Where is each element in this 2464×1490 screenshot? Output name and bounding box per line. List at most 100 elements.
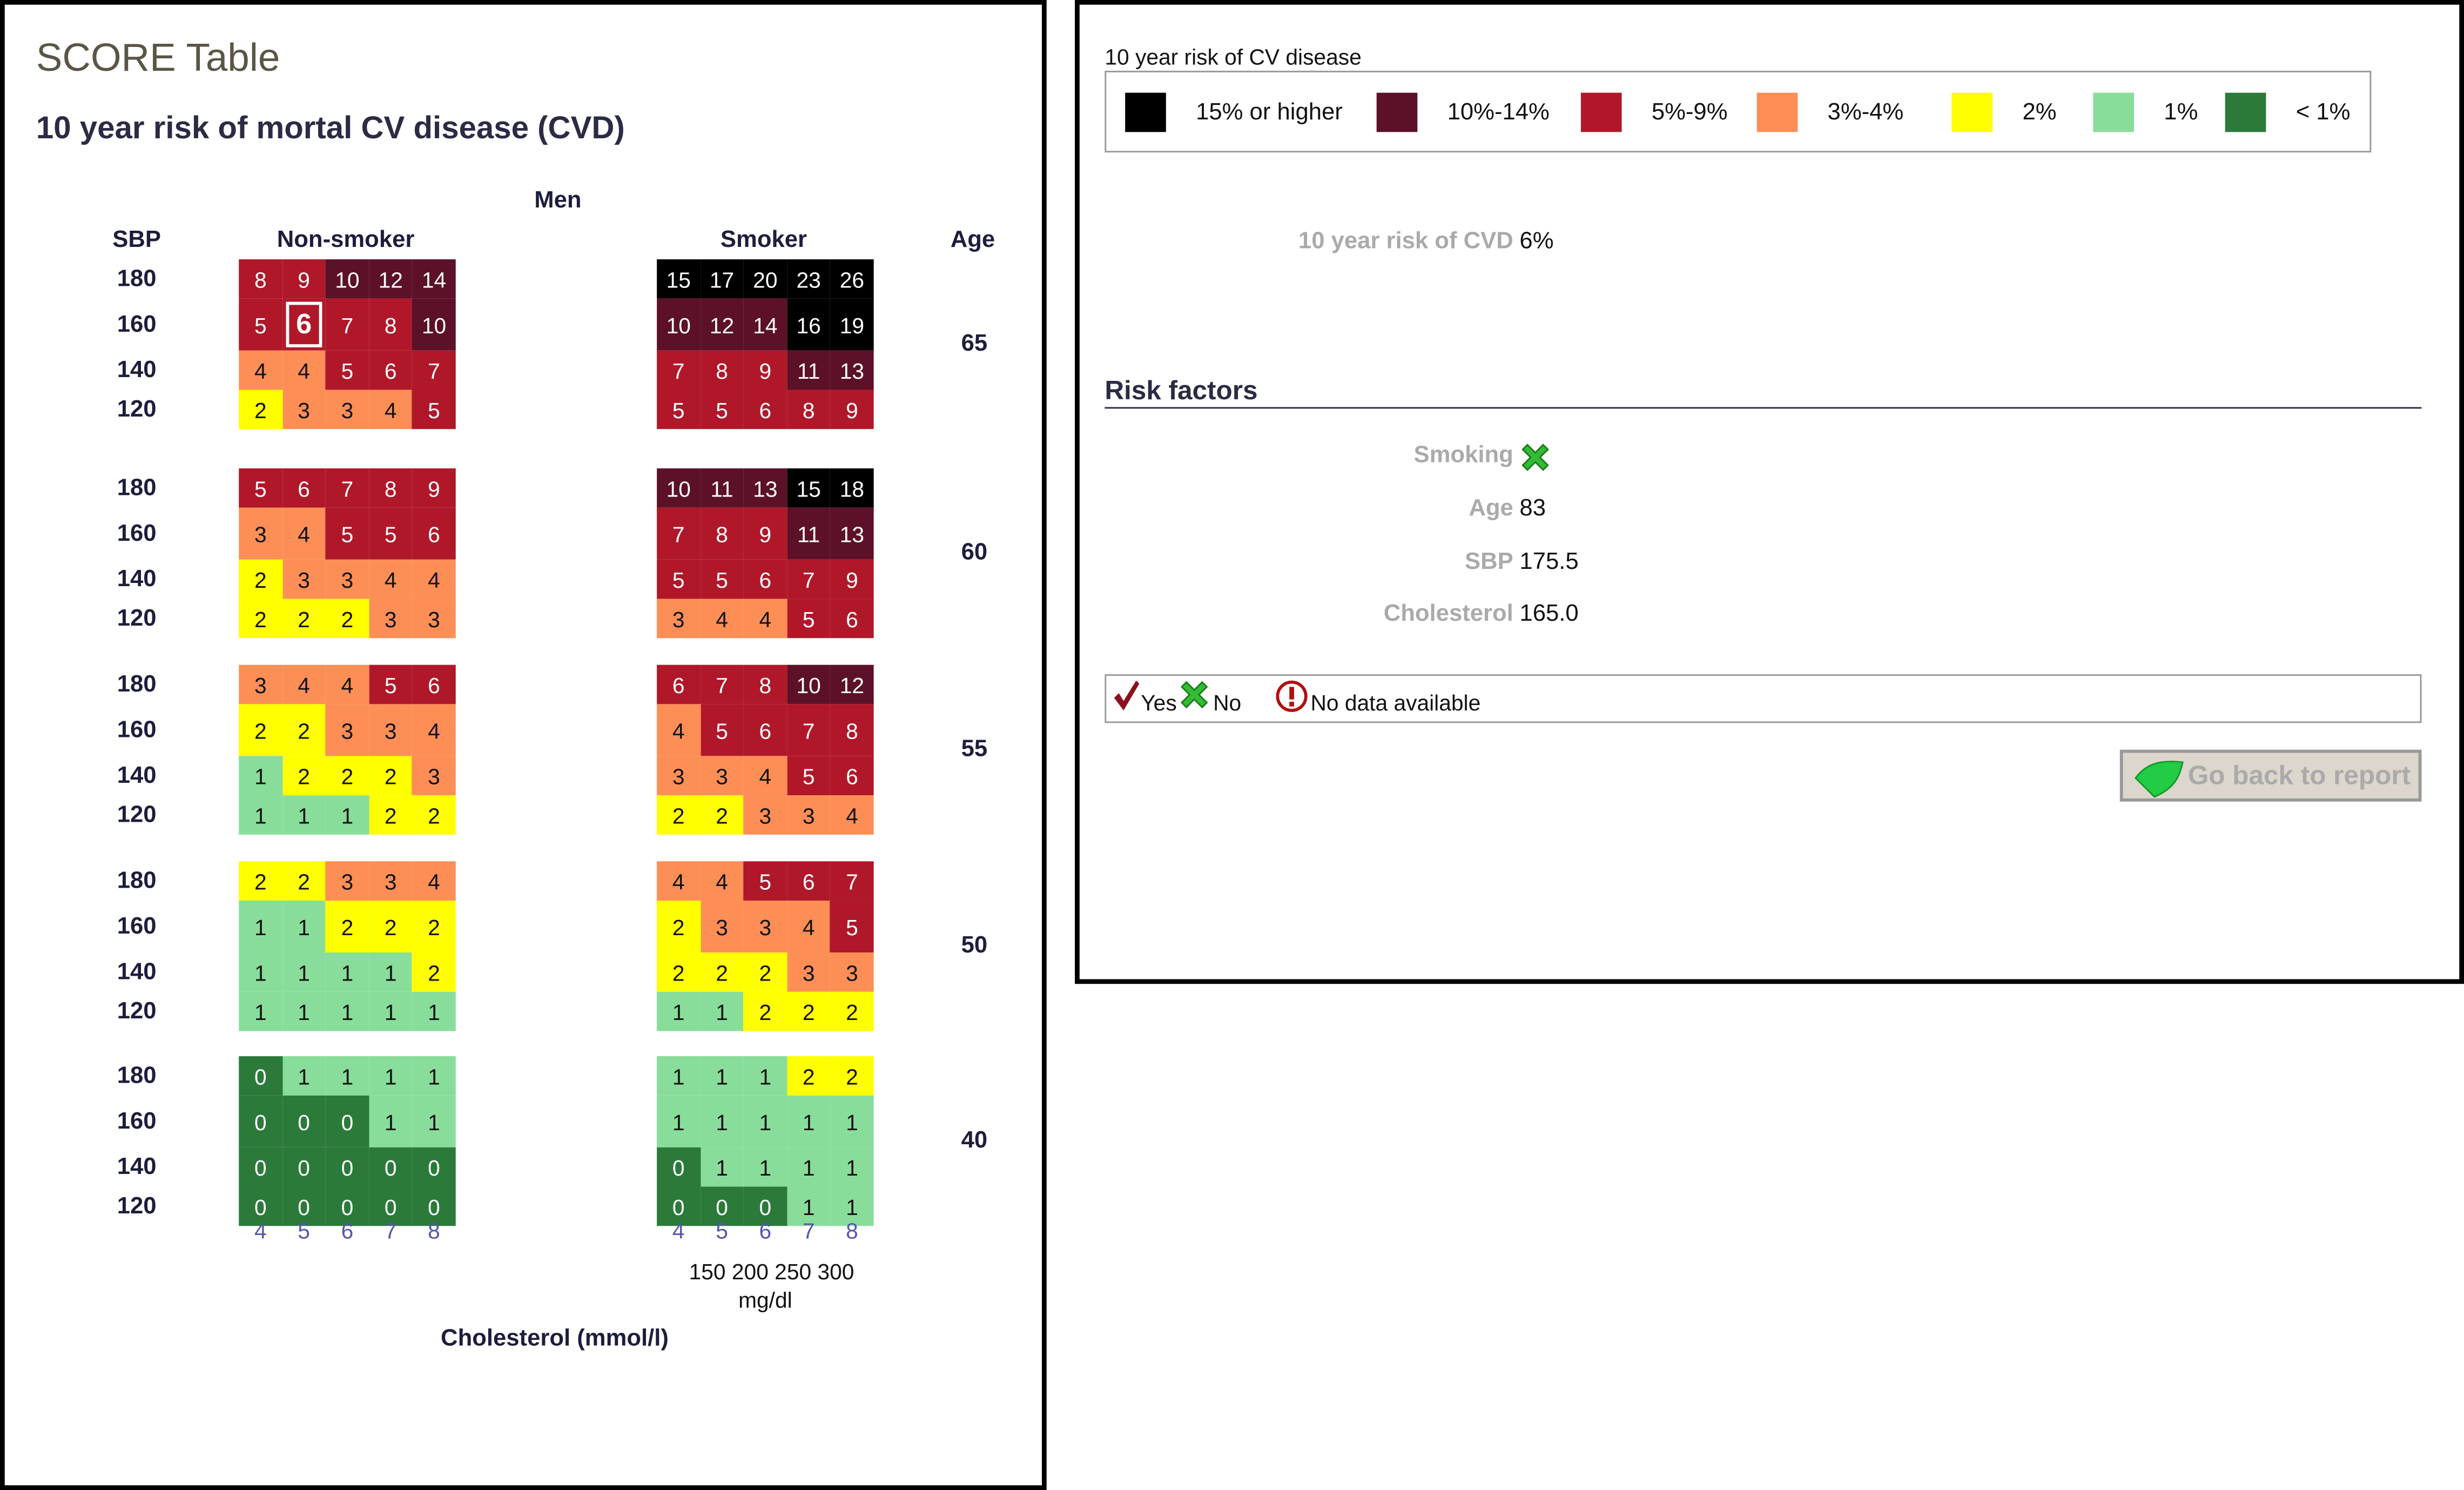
- risk-cell: 3: [282, 390, 326, 429]
- risk-cell: 9: [830, 559, 874, 599]
- risk-cell: 5: [700, 704, 744, 756]
- risk-cell: 7: [700, 665, 744, 704]
- risk-cell: 1: [369, 991, 413, 1031]
- sbp-label: 180: [117, 867, 157, 895]
- risk-cell: 2: [787, 991, 831, 1031]
- risk-cell: 11: [787, 507, 831, 560]
- risk-cell: 8: [369, 298, 413, 351]
- sbp-label: SBP: [1465, 548, 1513, 575]
- risk-cell: 1: [369, 1056, 413, 1096]
- risk-cell: 3: [325, 861, 369, 901]
- age-label-50: 50: [961, 932, 988, 959]
- risk-cell: 2: [325, 756, 369, 796]
- risk-cell: 0: [325, 1147, 369, 1187]
- legend-label: < 1%: [2295, 99, 2351, 126]
- risk-cell: 1: [325, 952, 369, 992]
- risk-cell: 4: [657, 704, 701, 756]
- cholesterol-mmol-label: 8: [846, 1218, 858, 1244]
- risk-cell: 1: [657, 991, 701, 1031]
- sbp-label: 160: [117, 311, 157, 338]
- risk-cell: 5: [787, 599, 831, 639]
- back-arrow-icon: [2132, 756, 2186, 808]
- legend-label: 15% or higher: [1196, 99, 1343, 126]
- risk-cell: 1: [325, 1056, 369, 1096]
- risk-cell: 1: [700, 1095, 744, 1147]
- risk-cell: 10: [657, 298, 701, 351]
- risk-cell: 7: [787, 704, 831, 756]
- risk-cell: 1: [700, 1147, 744, 1187]
- risk-cell: 3: [787, 952, 831, 992]
- risk-factors-title: Risk factors: [1105, 375, 1258, 406]
- sbp-label: 120: [117, 605, 157, 632]
- risk-cell: 12: [830, 665, 874, 704]
- risk-cell: 1: [412, 1095, 456, 1147]
- cholesterol-mgdl-values: 150 200 250 300: [662, 1259, 881, 1284]
- risk-cell: 1: [239, 991, 282, 1031]
- risk-cell: 4: [369, 559, 413, 599]
- risk-cell: 0: [412, 1147, 456, 1187]
- risk-cell: 2: [700, 795, 744, 835]
- risk-cell: 1: [239, 952, 282, 992]
- mgdl-300: 300: [817, 1259, 854, 1284]
- risk-cell: 4: [700, 599, 744, 639]
- risk-cell: 9: [830, 390, 874, 429]
- risk-cell: 5: [325, 507, 369, 560]
- risk-cell: 7: [787, 559, 831, 599]
- risk-cell: 2: [325, 901, 369, 953]
- risk-legend: 15% or higher 10%-14% 5%-9% 3%-4% 2% 1% < 1%: [1105, 70, 2372, 153]
- risk-cell: 6: [830, 756, 874, 796]
- risk-cell: 17: [700, 259, 744, 299]
- risk-cell: 13: [743, 468, 787, 508]
- risk-cell: 3: [282, 559, 326, 599]
- risk-cell: 1: [787, 1186, 831, 1226]
- risk-cell: 5: [787, 756, 831, 796]
- x-icon: [1177, 677, 1211, 720]
- risk-cell: 1: [700, 1056, 744, 1096]
- risk-cell: 1: [282, 991, 326, 1031]
- page-title: SCORE Table: [36, 36, 280, 80]
- risk-cell: 2: [239, 390, 282, 429]
- smoking-label: Smoking: [1413, 441, 1513, 468]
- no-data-label: No data available: [1310, 690, 1481, 715]
- risk-cell: 1: [239, 756, 282, 796]
- risk-cell: 7: [830, 861, 874, 901]
- risk-cell: 2: [325, 599, 369, 639]
- risk-cell: 6: [282, 468, 326, 508]
- risk-cell: 8: [700, 507, 744, 560]
- sbp-label: 180: [117, 265, 157, 293]
- risk-cell: 1: [830, 1147, 874, 1187]
- risk-cell: 13: [830, 350, 874, 390]
- risk-cell: 0: [325, 1095, 369, 1147]
- risk-cell: 1: [743, 1056, 787, 1096]
- mgdl-250: 250: [775, 1259, 812, 1284]
- go-back-button[interactable]: Go back to report: [2119, 749, 2422, 802]
- nonsmoker-header: Non-smoker: [277, 226, 415, 253]
- risk-cell: 5: [239, 298, 282, 351]
- risk-cell: 1: [657, 1056, 701, 1096]
- risk-cell: 8: [239, 259, 282, 299]
- legend-label: 1%: [2164, 99, 2198, 126]
- risk-cell: 0: [700, 1186, 744, 1226]
- risk-cell: 2: [412, 795, 456, 835]
- risk-cell: 6: [412, 665, 456, 704]
- sbp-label: 140: [117, 566, 157, 593]
- age-label-40: 40: [961, 1126, 988, 1154]
- risk-cell: 7: [412, 350, 456, 390]
- risk-cell: 0: [282, 1186, 326, 1226]
- cholesterol-mmol-label: 8: [428, 1218, 440, 1244]
- risk-cell: 18: [830, 468, 874, 508]
- risk-cell: 6: [743, 390, 787, 429]
- risk-cell: 3: [239, 507, 282, 560]
- cholesterol-mmol-label: 6: [759, 1218, 772, 1244]
- risk-cell: 2: [282, 756, 326, 796]
- risk-cell: 3: [325, 559, 369, 599]
- risk-cell: 3: [700, 901, 744, 953]
- cholesterol-mmol-label: 5: [298, 1218, 310, 1244]
- risk-cell: 1: [282, 1056, 326, 1096]
- sbp-label: 140: [117, 958, 157, 986]
- risk-cell: 0: [282, 1147, 326, 1187]
- alert-icon: [1275, 679, 1309, 722]
- age-label: Age: [1469, 495, 1513, 522]
- sbp-label: 140: [117, 762, 157, 789]
- go-back-label: Go back to report: [2187, 760, 2411, 790]
